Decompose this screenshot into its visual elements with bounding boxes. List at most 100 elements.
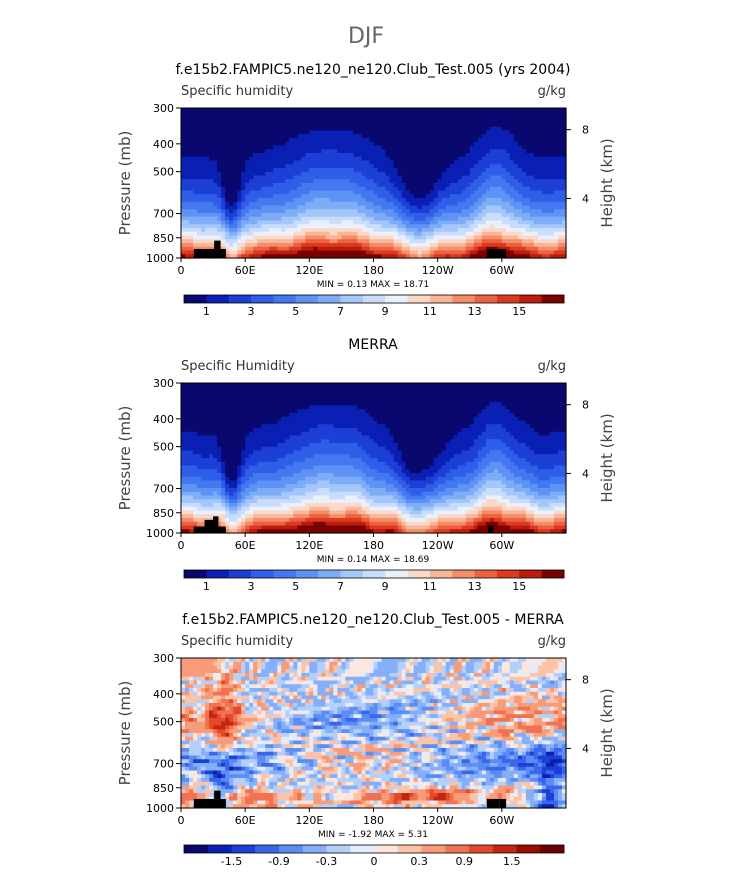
- field-cell: [261, 183, 266, 187]
- field-cell: [486, 161, 491, 165]
- field-cell: [261, 228, 266, 232]
- field-cell: [317, 402, 322, 406]
- field-cell: [193, 409, 198, 413]
- field-cell: [514, 157, 519, 161]
- field-cell: [245, 168, 250, 172]
- field-cell: [201, 191, 206, 195]
- field-cell: [213, 224, 218, 228]
- field-cell: [474, 194, 479, 198]
- field-cell: [474, 116, 479, 120]
- field-cell: [317, 142, 322, 146]
- field-cell: [398, 176, 403, 180]
- field-cell: [361, 232, 366, 236]
- field-cell: [374, 176, 379, 180]
- field-cell: [193, 172, 198, 176]
- field-cell: [249, 202, 254, 206]
- field-cell: [530, 232, 535, 236]
- field-cell: [494, 402, 499, 406]
- field-cell: [426, 108, 431, 112]
- field-cell: [466, 236, 471, 240]
- field-cell: [410, 138, 415, 142]
- field-label: Specific Humidity: [181, 359, 295, 374]
- field-cell: [365, 251, 370, 255]
- field-cell: [365, 187, 370, 191]
- field-cell: [434, 119, 439, 123]
- field-cell: [261, 383, 266, 387]
- field-cell: [341, 421, 346, 425]
- field-cell: [438, 413, 443, 417]
- field-cell: [414, 217, 419, 221]
- field-cell: [510, 179, 515, 183]
- field-cell: [474, 217, 479, 221]
- field-cell: [325, 217, 330, 221]
- field-cell: [213, 409, 218, 413]
- field-cell: [498, 387, 503, 391]
- field-cell: [422, 417, 427, 421]
- field-cell: [241, 413, 246, 417]
- field-cell: [402, 161, 407, 165]
- field-cell: [305, 206, 310, 210]
- field-cell: [506, 172, 511, 176]
- field-cell: [514, 179, 519, 183]
- field-cell: [345, 251, 350, 255]
- field-cell: [530, 394, 535, 398]
- field-cell: [365, 387, 370, 391]
- field-cell: [546, 247, 551, 251]
- field-cell: [297, 217, 302, 221]
- field-cell: [530, 213, 535, 217]
- field-cell: [486, 179, 491, 183]
- field-cell: [229, 131, 234, 135]
- field-cell: [305, 217, 310, 221]
- field-cell: [550, 123, 555, 127]
- field-cell: [185, 142, 190, 146]
- field-cell: [313, 209, 318, 213]
- field-cell: [285, 176, 290, 180]
- field-cell: [554, 123, 559, 127]
- field-cell: [390, 221, 395, 225]
- field-cell: [410, 247, 415, 251]
- field-cell: [325, 116, 330, 120]
- field-cell: [265, 394, 270, 398]
- field-cell: [345, 138, 350, 142]
- field-cell: [369, 239, 374, 243]
- field-cell: [414, 142, 419, 146]
- field-cell: [353, 243, 358, 247]
- field-cell: [357, 134, 362, 138]
- field-cell: [422, 421, 427, 425]
- field-cell: [422, 127, 427, 131]
- field-cell: [269, 146, 274, 150]
- field-cell: [530, 413, 535, 417]
- field-cell: [558, 239, 563, 243]
- field-cell: [466, 168, 471, 172]
- field-cell: [289, 191, 294, 195]
- field-cell: [426, 116, 431, 120]
- field-cell: [498, 179, 503, 183]
- field-cell: [454, 394, 459, 398]
- field-cell: [526, 146, 531, 150]
- field-cell: [430, 164, 435, 168]
- field-cell: [434, 134, 439, 138]
- field-cell: [349, 194, 354, 198]
- field-cell: [253, 236, 258, 240]
- field-cell: [414, 127, 419, 131]
- field-cell: [237, 187, 242, 191]
- field-cell: [261, 138, 266, 142]
- field-cell: [201, 119, 206, 123]
- field-cell: [430, 183, 435, 187]
- field-cell: [365, 402, 370, 406]
- field-cell: [474, 176, 479, 180]
- field-cell: [329, 417, 334, 421]
- field-cell: [253, 127, 258, 131]
- field-cell: [454, 402, 459, 406]
- field-cell: [257, 236, 262, 240]
- field-cell: [345, 391, 350, 395]
- field-cell: [498, 391, 503, 395]
- field-cell: [369, 198, 374, 202]
- field-cell: [382, 421, 387, 425]
- field-cell: [378, 221, 383, 225]
- field-cell: [357, 391, 362, 395]
- field-cell: [309, 179, 314, 183]
- field-cell: [450, 409, 455, 413]
- field-cell: [558, 153, 563, 157]
- field-cell: [478, 406, 483, 410]
